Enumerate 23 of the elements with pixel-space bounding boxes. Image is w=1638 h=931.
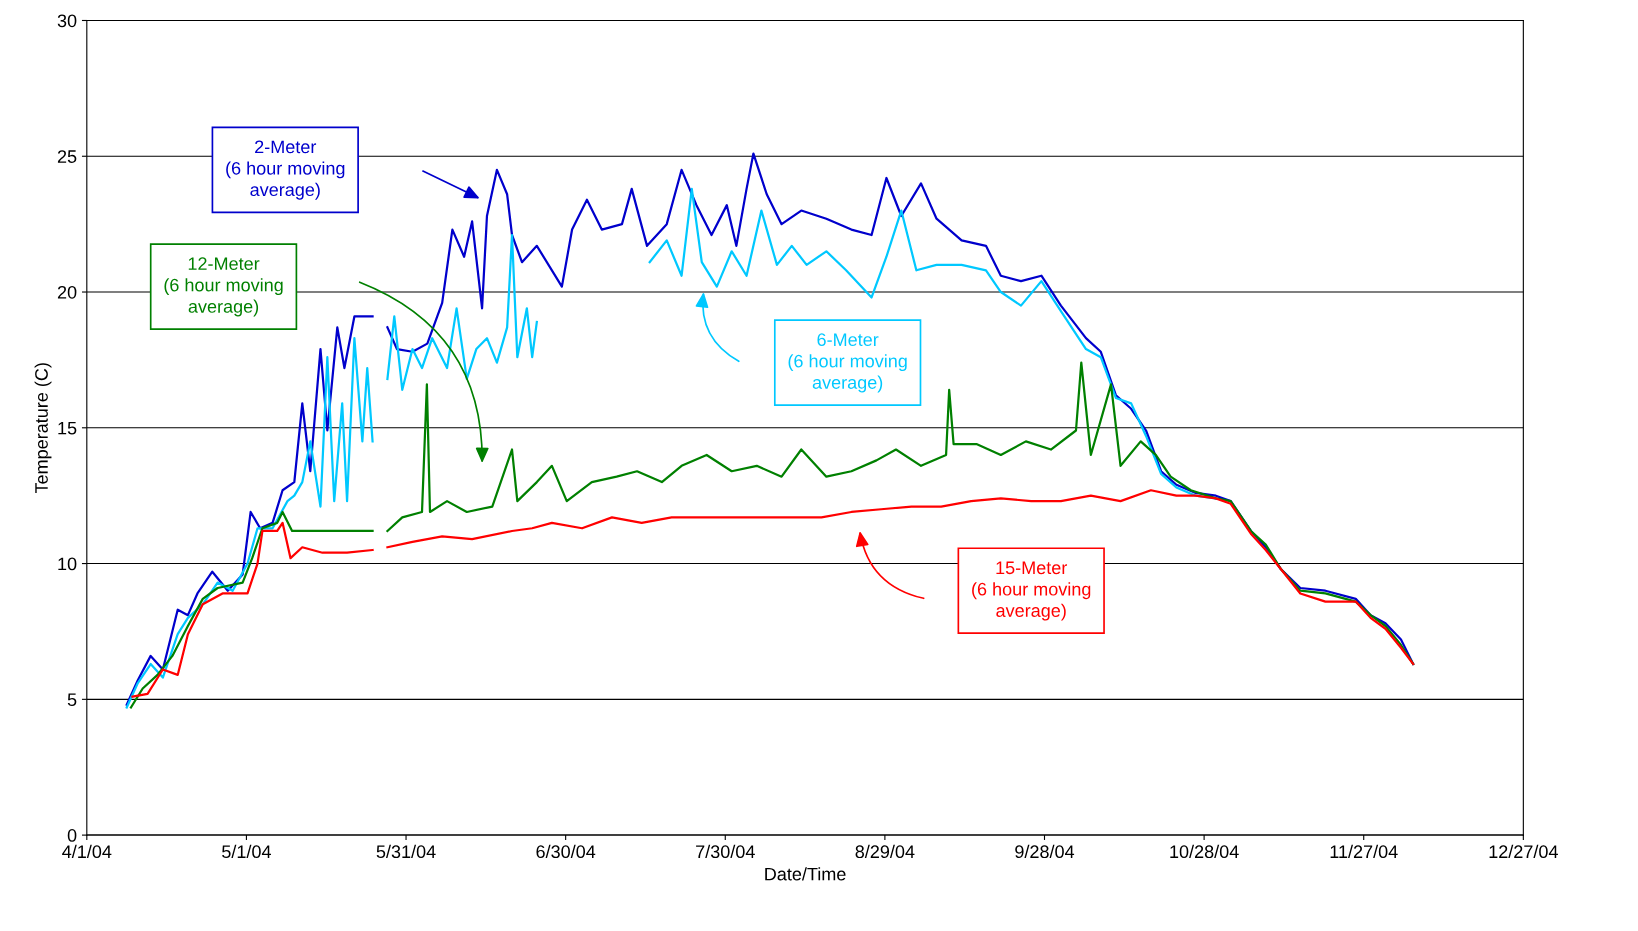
x-tick-label: 5/31/04	[376, 844, 436, 859]
y-tick-label: 25	[57, 150, 77, 163]
x-axis-title: Date/Time	[765, 867, 846, 881]
text: 6-Meter (6 hour moving average)	[788, 333, 907, 393]
y-tick-label: 5	[67, 693, 77, 707]
text: 15-Meter (6 hour moving average)	[972, 561, 1091, 621]
x-tick-label: 12/27/04	[1489, 844, 1558, 859]
y-tick-label: 20	[57, 285, 77, 299]
x-tick-label: 6/30/04	[536, 844, 596, 859]
y-tick-label: 10	[58, 557, 77, 571]
x-tick-label: 9/28/04	[1015, 844, 1075, 859]
y-axis-title: Temperature (C)	[34, 363, 52, 494]
x-tick-label: 10/28/04	[1170, 844, 1239, 859]
y-tick-label: 30	[57, 14, 77, 28]
x-tick-label: 4/1/04	[62, 844, 112, 859]
y-tick-label: 0	[67, 829, 77, 842]
x-tick-label: 5/1/04	[222, 844, 271, 859]
x-tick-label: 8/29/04	[855, 844, 915, 859]
text: 2-Meter (6 hour moving average)	[226, 140, 345, 200]
x-tick-label: 7/30/04	[696, 844, 755, 859]
text: 12-Meter (6 hour moving average)	[164, 257, 283, 317]
x-tick-label: 11/27/04	[1330, 844, 1398, 859]
y-tick-label: 15	[58, 421, 77, 435]
